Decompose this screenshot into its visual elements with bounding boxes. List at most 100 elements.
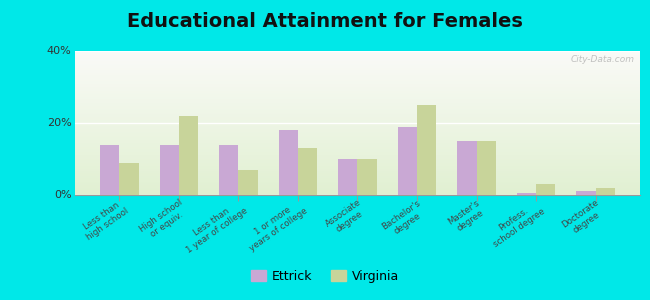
Bar [75,107,640,109]
Bar [75,134,640,136]
Bar [75,61,640,62]
Bar [75,58,640,60]
Bar [239,170,257,195]
Bar [75,62,640,64]
Bar [75,194,640,195]
Bar [75,168,640,169]
Text: Bachelor's
degree: Bachelor's degree [380,198,428,240]
Text: Less than
1 year of college: Less than 1 year of college [179,198,250,255]
Bar [75,152,640,153]
Bar [75,159,640,160]
Bar [75,78,640,80]
Bar [75,109,640,110]
Bar [179,116,198,195]
Bar [75,70,640,71]
Text: High school
or equiv.: High school or equiv. [138,198,190,243]
Bar [536,184,555,195]
Bar [75,148,640,149]
Bar [339,159,358,195]
Bar [75,140,640,142]
Bar [75,182,640,184]
Bar [75,181,640,182]
Bar [75,149,640,150]
Bar [75,122,640,123]
Text: Doctorate
degree: Doctorate degree [560,198,606,238]
Text: Master's
degree: Master's degree [447,198,488,235]
Bar [75,54,640,55]
Bar [417,105,436,195]
Bar [75,172,640,173]
Bar [75,153,640,155]
Text: City-Data.com: City-Data.com [571,55,634,64]
Bar [75,57,640,58]
Bar [75,119,640,120]
Bar [75,113,640,114]
Bar [298,148,317,195]
Bar [458,141,476,195]
Bar [75,176,640,178]
Bar [75,90,640,91]
Bar [75,132,640,133]
Bar [75,139,640,140]
Bar [75,184,640,185]
Bar [75,91,640,93]
Bar [75,136,640,137]
Bar [75,96,640,97]
Bar [220,145,239,195]
Bar [75,80,640,81]
Bar [75,178,640,179]
Bar [75,127,640,129]
Bar [75,94,640,96]
Bar [75,93,640,94]
Text: 1 or more
years of college: 1 or more years of college [242,198,309,253]
Bar [75,173,640,175]
Bar [75,104,640,106]
Legend: Ettrick, Virginia: Ettrick, Virginia [246,265,404,288]
Bar [577,191,595,195]
Bar [75,170,640,172]
Bar [75,186,640,188]
Bar [75,160,640,162]
Bar [75,166,640,168]
Bar [75,169,640,170]
Bar [75,88,640,90]
Bar [75,145,640,146]
Bar [75,158,640,159]
Bar [75,81,640,83]
Text: 40%: 40% [47,46,72,56]
Text: 0%: 0% [54,190,72,200]
Bar [75,156,640,158]
Bar [75,84,640,86]
Bar [75,112,640,113]
Bar [75,87,640,88]
Bar [75,175,640,176]
Bar [75,130,640,132]
Bar [75,110,640,112]
Bar [75,155,640,156]
Text: 20%: 20% [47,118,72,128]
Bar [75,189,640,191]
Text: Educational Attainment for Females: Educational Attainment for Females [127,12,523,31]
Bar [75,65,640,67]
Bar [75,126,640,127]
Bar [279,130,298,195]
Bar [75,142,640,143]
Bar [120,163,138,195]
Bar [75,76,640,77]
Bar [75,129,640,130]
Text: Associate
degree: Associate degree [324,198,369,238]
Bar [75,60,640,61]
Bar [75,188,640,189]
Bar [75,116,640,117]
Bar [358,159,376,195]
Bar [75,98,640,100]
Bar [75,137,640,139]
Bar [75,114,640,116]
Bar [75,165,640,166]
Bar [75,77,640,78]
Bar [75,191,640,192]
Bar [160,145,179,195]
Bar [75,146,640,148]
Bar [75,185,640,186]
Bar [75,150,640,152]
